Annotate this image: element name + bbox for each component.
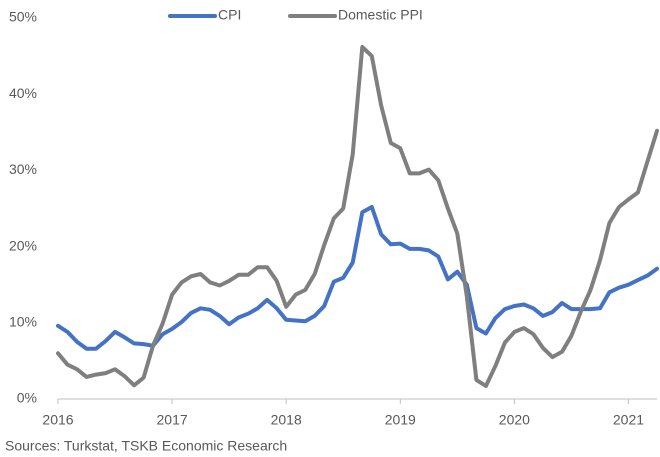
x-tick-label: 2017 [157,412,188,428]
x-tick-label: 2019 [385,412,416,428]
y-tick-label: 30% [9,161,37,177]
y-tick-label: 40% [9,85,37,101]
legend-label: CPI [218,7,241,23]
x-tick-label: 2021 [613,412,644,428]
series-line [56,45,659,388]
y-tick-label: 20% [9,237,37,253]
series-line [56,205,659,351]
y-tick-label: 0% [17,390,37,406]
source-note: Sources: Turkstat, TSKB Economic Researc… [5,438,287,454]
x-tick-label: 2020 [499,412,530,428]
x-tick-label: 2018 [271,412,302,428]
y-tick-label: 10% [9,314,37,330]
x-tick-label: 2016 [42,412,73,428]
legend-label: Domestic PPI [338,7,423,23]
y-tick-label: 50% [9,9,37,25]
